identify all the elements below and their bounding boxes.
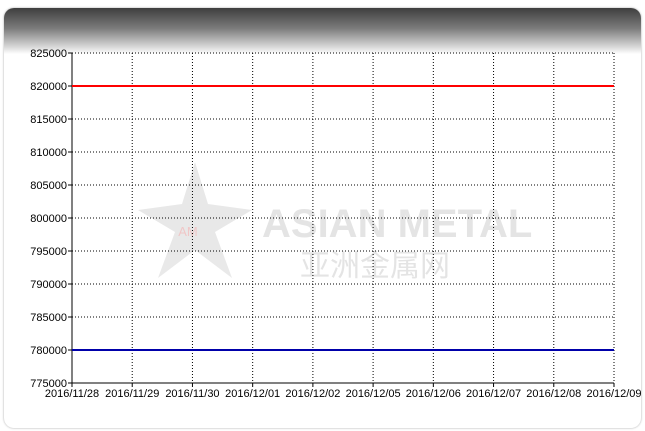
y-tick-label: 825000 (30, 48, 67, 60)
y-axis-ticks: 825000 820000 815000 810000 805000 800000 7950… (30, 48, 72, 390)
watermark-text-cn: 亚洲金属网 (300, 249, 450, 284)
watermark: AM ASIAN METAL 亚洲金属网 (138, 162, 532, 284)
x-axis-ticks: 2016/11/28 2016/11/29 2016/11/30 2016/12/01… (45, 383, 642, 400)
x-tick-label: 2016/12/01 (225, 388, 280, 400)
panel-header (4, 8, 641, 54)
y-tick-label: 805000 (30, 180, 67, 192)
y-tick-label: 775000 (30, 378, 67, 390)
y-tick-label: 790000 (30, 279, 67, 291)
watermark-star-icon (138, 162, 252, 278)
watermark-text-en: ASIAN METAL (262, 202, 532, 246)
y-tick-label: 810000 (30, 147, 67, 159)
x-tick-label: 2016/12/07 (466, 388, 521, 400)
x-tick-label: 2016/12/09 (586, 388, 641, 400)
x-tick-label: 2016/12/02 (285, 388, 340, 400)
watermark-logo-text: AM (178, 224, 198, 239)
y-tick-label: 780000 (30, 345, 67, 357)
grid-lines (71, 52, 615, 384)
y-tick-label: 820000 (30, 81, 67, 93)
y-tick-label: 795000 (30, 246, 67, 258)
x-tick-label: 2016/12/08 (526, 388, 581, 400)
x-tick-label: 2016/11/30 (165, 388, 219, 400)
x-tick-label: 2016/12/05 (346, 388, 401, 400)
y-tick-label: 800000 (30, 213, 67, 225)
x-tick-label: 2016/11/28 (45, 388, 99, 400)
series-lines (72, 85, 614, 351)
x-tick-label: 2016/12/06 (406, 388, 461, 400)
y-tick-label: 815000 (30, 114, 67, 126)
x-tick-label: 2016/11/29 (105, 388, 159, 400)
y-tick-label: 785000 (30, 312, 67, 324)
